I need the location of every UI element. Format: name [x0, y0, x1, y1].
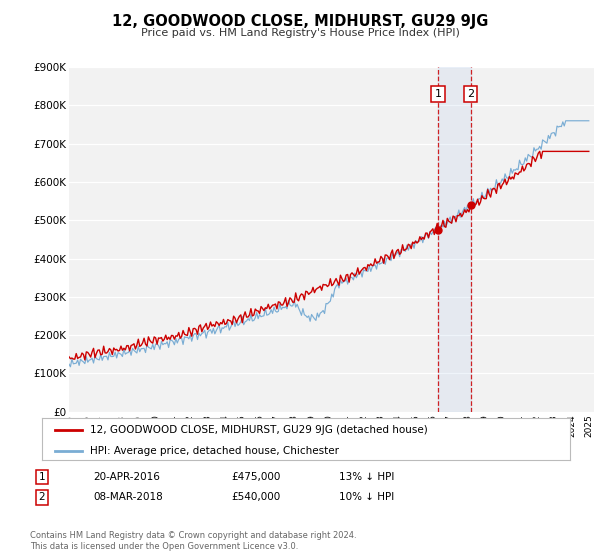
Text: 10% ↓ HPI: 10% ↓ HPI	[339, 492, 394, 502]
Text: 12, GOODWOOD CLOSE, MIDHURST, GU29 9JG (detached house): 12, GOODWOOD CLOSE, MIDHURST, GU29 9JG (…	[89, 425, 427, 435]
Text: HPI: Average price, detached house, Chichester: HPI: Average price, detached house, Chic…	[89, 446, 338, 456]
Text: £475,000: £475,000	[231, 472, 280, 482]
Text: £540,000: £540,000	[231, 492, 280, 502]
Text: 13% ↓ HPI: 13% ↓ HPI	[339, 472, 394, 482]
Text: 2: 2	[38, 492, 46, 502]
Text: This data is licensed under the Open Government Licence v3.0.: This data is licensed under the Open Gov…	[30, 542, 298, 551]
Text: Price paid vs. HM Land Registry's House Price Index (HPI): Price paid vs. HM Land Registry's House …	[140, 28, 460, 38]
Text: 12, GOODWOOD CLOSE, MIDHURST, GU29 9JG: 12, GOODWOOD CLOSE, MIDHURST, GU29 9JG	[112, 14, 488, 29]
Text: 2: 2	[467, 89, 474, 99]
Text: 08-MAR-2018: 08-MAR-2018	[93, 492, 163, 502]
Bar	[438, 67, 470, 412]
Text: Contains HM Land Registry data © Crown copyright and database right 2024.: Contains HM Land Registry data © Crown c…	[30, 531, 356, 540]
Text: 1: 1	[434, 89, 442, 99]
Text: 1: 1	[38, 472, 46, 482]
Text: 20-APR-2016: 20-APR-2016	[93, 472, 160, 482]
